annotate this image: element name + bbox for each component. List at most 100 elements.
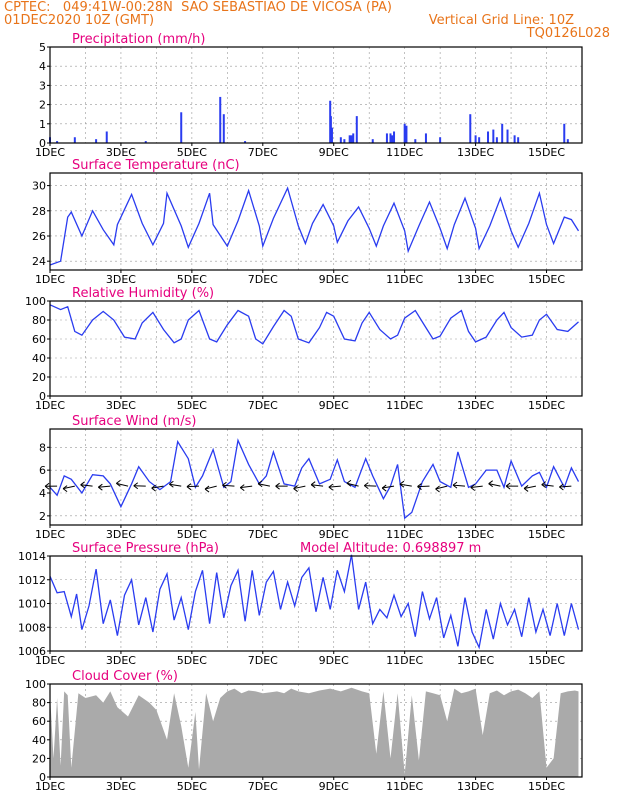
x-tick-label: 15DEC: [528, 273, 565, 286]
wind-arrow-head: [328, 486, 334, 491]
x-tick-label: 9DEC: [319, 399, 349, 412]
header-datetime: 01DEC2020 10Z (GMT): [4, 13, 155, 28]
y-tick-label: 26: [32, 230, 46, 243]
precip-bar: [371, 139, 374, 143]
wind-arrow-head: [541, 481, 547, 485]
x-tick-label: 9DEC: [319, 780, 349, 793]
wind-arrow-head: [364, 485, 369, 490]
x-tick-label: 1DEC: [35, 654, 65, 667]
cloud-area: [50, 687, 579, 777]
x-tick-label: 11DEC: [386, 780, 423, 793]
wind-arrow: [452, 484, 466, 487]
x-tick-label: 1DEC: [35, 399, 65, 412]
wind-arrow: [258, 483, 270, 487]
precip-bar: [73, 137, 76, 143]
wind-arrow: [559, 485, 572, 488]
y-tick-label: 3: [39, 79, 46, 92]
wind-arrow-head: [452, 481, 458, 486]
y-tick-label: 1: [39, 118, 46, 131]
wind-arrow-head: [169, 483, 174, 488]
wind-arrow-head: [62, 485, 68, 490]
header-code: TQ0126L028: [526, 26, 610, 41]
x-tick-label: 5DEC: [177, 654, 207, 667]
precip-bar: [144, 141, 147, 143]
x-tick-label: 3DEC: [106, 654, 136, 667]
x-tick-label: 13DEC: [457, 146, 494, 159]
panel-wind: 2 4 6 8 1DEC 3DEC 5DEC 7DEC 9DEC 11DEC 13DEC 15DEC S…: [35, 414, 583, 541]
y-tick-label: 20: [32, 752, 46, 765]
wind-arrow-head: [275, 485, 280, 490]
precip-bar: [244, 141, 247, 143]
precip-bar: [414, 139, 417, 143]
wind-arrow-head: [186, 483, 192, 488]
wind-arrow-head: [293, 488, 298, 492]
rh-line: [49, 304, 579, 345]
x-tick-label: 13DEC: [457, 654, 494, 667]
wind-arrow-head: [346, 482, 352, 487]
header-grid-note: Vertical Grid Line: 10Z: [428, 13, 574, 28]
x-tick-label: 7DEC: [248, 528, 278, 541]
x-tick-label: 11DEC: [386, 528, 423, 541]
wind-arrow: [346, 482, 359, 487]
y-tick-label: 28: [32, 205, 46, 218]
wind-arrow: [399, 483, 412, 487]
wind-arrow: [524, 485, 536, 489]
precip-bar: [330, 127, 333, 143]
precip-bar: [350, 135, 353, 143]
wind-arrow-head: [239, 484, 245, 489]
wind-arrow-head: [44, 482, 50, 487]
wind-arrow-head: [381, 487, 387, 492]
panel-cloud: 0 20 40 60 80 100 1DEC 3DEC 5DEC 7DEC 9DEC 11DEC 13D…: [25, 669, 583, 793]
x-tick-label: 1DEC: [35, 528, 65, 541]
y-tick-label: 2: [39, 510, 46, 523]
x-tick-label: 5DEC: [177, 528, 207, 541]
wind-arrow: [240, 485, 253, 489]
y-tick-label: 1014: [18, 550, 46, 563]
x-tick-label: 15DEC: [528, 780, 565, 793]
x-tick-label: 3DEC: [106, 528, 136, 541]
wind-arrow-head: [257, 480, 263, 485]
x-tick-label: 7DEC: [248, 273, 278, 286]
precip-bar: [487, 131, 490, 143]
precip-bar: [403, 123, 406, 143]
precip-bar: [439, 137, 442, 143]
y-tick-label: 60: [32, 715, 46, 728]
x-tick-label: 13DEC: [457, 399, 494, 412]
x-tick-label: 7DEC: [248, 654, 278, 667]
x-tick-label: 15DEC: [528, 146, 565, 159]
panel-frame: [49, 428, 583, 526]
panel-pressure: 1006 1008 1010 1012 1014 1DEC 3DEC 5DEC 7DEC 9DEC…: [18, 541, 583, 667]
wind-arrow: [151, 485, 164, 489]
y-tick-label: 0: [39, 137, 46, 150]
wind-arrow: [116, 482, 129, 487]
y-tick-label: 6: [39, 464, 46, 477]
y-tick-label: 1010: [18, 598, 46, 611]
wind-arrow: [541, 484, 554, 487]
x-tick-label: 7DEC: [248, 146, 278, 159]
header-location: CPTEC: 049:41W-00:28N SAO SEBASTIAO DE V…: [4, 0, 392, 15]
wind-arrow-head: [204, 488, 210, 493]
wind-arrow-head: [204, 485, 210, 490]
wind-arrow-head: [417, 486, 422, 490]
precip-bar: [501, 123, 504, 143]
wind-arrow-head: [222, 484, 227, 489]
y-tick-label: 80: [32, 697, 46, 710]
wind-arrow-head: [98, 486, 103, 491]
wind-arrow-head: [116, 482, 121, 487]
panel-frame: [49, 46, 583, 144]
precip-bar: [513, 135, 516, 143]
precip-bar: [385, 133, 388, 143]
wind-arrow-head: [364, 482, 369, 487]
wind-arrow-head: [399, 480, 405, 485]
wind-line: [49, 438, 580, 520]
wind-arrow-head: [505, 485, 511, 490]
x-tick-label: 7DEC: [248, 780, 278, 793]
wind-arrow: [186, 485, 199, 488]
wind-arrow-head: [62, 488, 68, 493]
wind-arrow: [328, 485, 341, 488]
precip-bar: [348, 135, 351, 143]
wind-arrow-head: [381, 484, 387, 489]
panel-precip: 0 1 2 3 4 5 1DEC 3DEC 5DEC 7DEC 9DEC 11DEC 13DEC 15DE…: [35, 32, 583, 159]
y-tick-label: 4: [39, 487, 46, 500]
y-tick-label: 1008: [18, 621, 46, 634]
